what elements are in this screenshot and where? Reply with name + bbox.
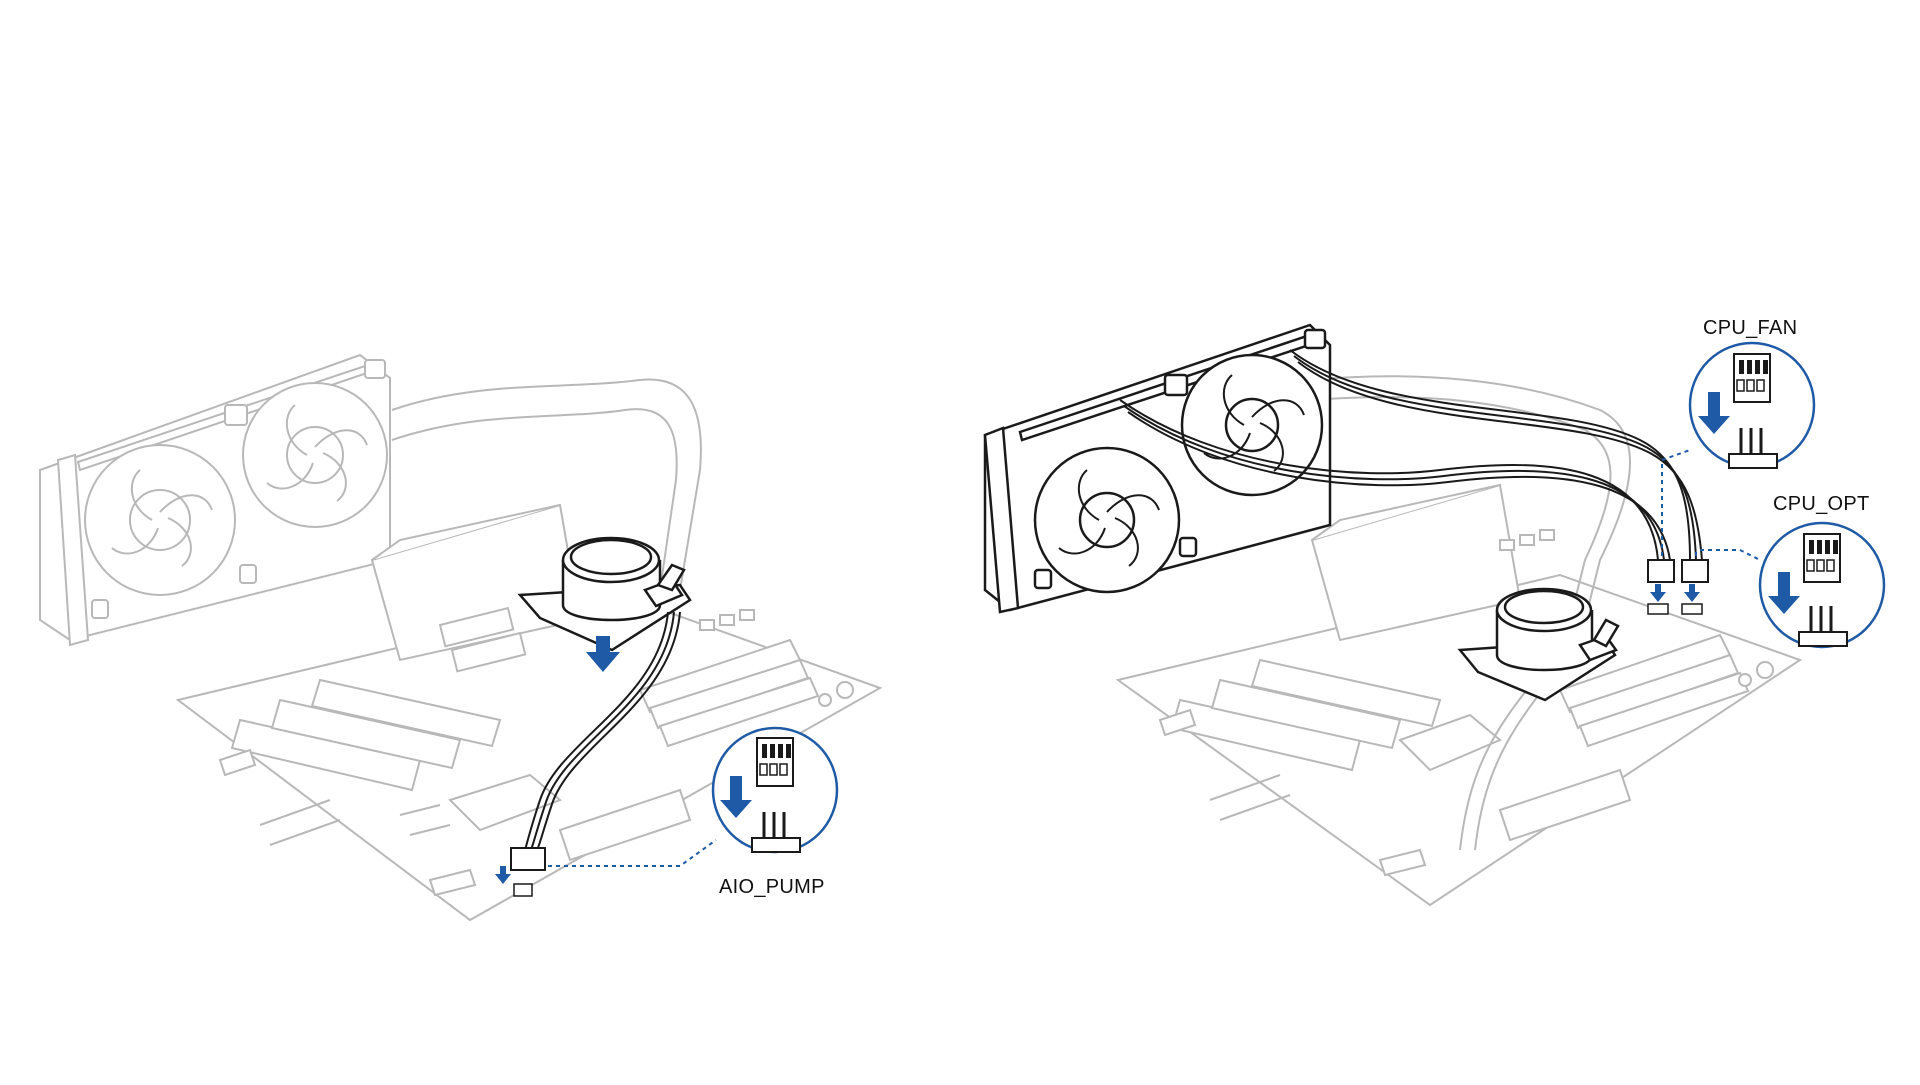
down-arrow-icon xyxy=(720,776,752,818)
radiator-right xyxy=(983,323,1332,614)
cpu-fan-header-icon xyxy=(1647,603,1669,615)
right-panel xyxy=(983,323,1886,907)
down-arrow-icon xyxy=(1698,392,1730,434)
down-arrow-icon xyxy=(1684,584,1700,602)
pump-head-right xyxy=(1457,587,1620,702)
callout-line-aio-pump xyxy=(548,839,717,867)
cpu-opt-label: CPU_OPT xyxy=(1773,493,1870,515)
down-arrow-icon xyxy=(495,866,511,884)
cpu-opt-header-icon xyxy=(1681,603,1703,615)
down-arrow-icon xyxy=(1650,584,1666,602)
left-panel xyxy=(39,353,883,922)
cpu-fan-callout xyxy=(1688,341,1816,469)
radiator-left xyxy=(39,353,391,647)
aio-pump-callout xyxy=(711,726,839,854)
cpu-fan-label: CPU_FAN xyxy=(1703,317,1798,339)
pump-head-left xyxy=(517,536,692,652)
cpu-opt-callout xyxy=(1758,521,1886,649)
down-arrow-icon xyxy=(586,636,620,672)
callout-line-cpu-opt xyxy=(1695,549,1761,561)
coolant-tubes-left xyxy=(391,378,702,591)
motherboard-right xyxy=(1115,483,1803,907)
fan-cables-right xyxy=(1119,349,1709,583)
aio-pump-header-icon xyxy=(513,883,533,897)
pump-cable-left xyxy=(510,611,681,871)
down-arrow-icon xyxy=(1768,572,1800,614)
aio-pump-label: AIO_PUMP xyxy=(719,876,825,898)
callout-line-cpu-fan xyxy=(1661,449,1691,556)
motherboard-left xyxy=(175,503,883,922)
